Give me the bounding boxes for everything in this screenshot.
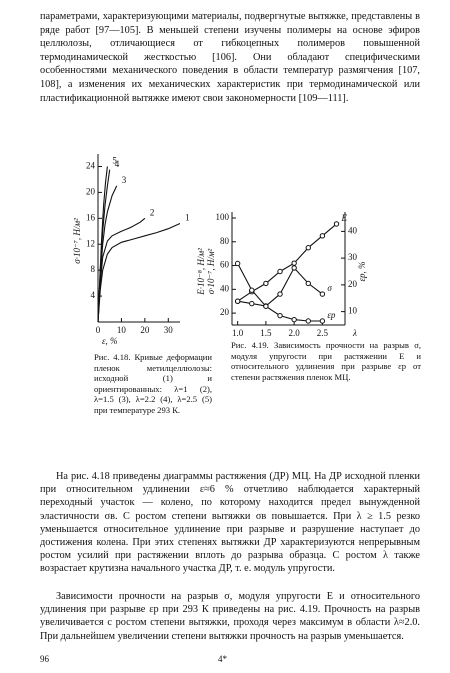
data-point [319, 291, 326, 297]
y-tick-label: 100 [216, 212, 230, 222]
y-tick-label: 60 [220, 260, 230, 270]
curve-label: 5 [112, 156, 117, 166]
data-point [234, 260, 241, 267]
y-tick-label: 24 [86, 161, 96, 171]
data-point [263, 280, 269, 287]
y2-tick-label: 10 [348, 306, 358, 316]
data-point [277, 312, 283, 319]
body-paragraph: На рис. 4.18 приведены диаграммы растяже… [40, 471, 420, 575]
data-point [291, 265, 297, 271]
y-tick-label: 8 [91, 264, 96, 274]
data-point [319, 233, 326, 239]
body-paragraph: Зависимости прочности на разрыв σ, модул… [40, 591, 420, 642]
y-tick-label: 20 [86, 186, 96, 196]
y-tick-label: 16 [86, 212, 96, 222]
y2-tick-label: 30 [348, 252, 358, 262]
curve [97, 166, 108, 323]
figure-caption: Рис. 4.19. Зависимость прочности на разр… [231, 340, 421, 382]
data-point [291, 260, 297, 266]
y2-tick-label: 20 [348, 279, 358, 289]
x-tick-label: 0 [96, 325, 101, 335]
x-tick-label: 1.5 [260, 328, 272, 338]
curve-label: 4 [115, 159, 120, 169]
data-point [249, 300, 255, 307]
curve-label: 3 [122, 175, 127, 185]
curve-label: 1 [185, 213, 190, 223]
page-number: 96 [40, 654, 49, 664]
data-point [263, 303, 269, 309]
data-point [277, 268, 283, 275]
x-tick-label: 20 [140, 325, 150, 335]
x-tick-label: 30 [164, 325, 174, 335]
curve-label: σ [327, 283, 332, 293]
curve [97, 222, 181, 323]
y-tick-label: 20 [220, 307, 230, 317]
signature-mark: 4* [218, 654, 227, 664]
data-point [234, 298, 241, 304]
curve-label: 2 [150, 207, 155, 217]
y-axis-label: E·10⁻⁸, Н/м² [196, 248, 206, 296]
x-tick-label: 2.0 [289, 328, 301, 338]
data-point [291, 316, 297, 323]
data-point [305, 280, 311, 287]
y2-tick-label: 40 [348, 225, 358, 235]
data-point [277, 291, 283, 297]
x-tick-label: 10 [117, 325, 127, 335]
y-tick-label: 12 [86, 238, 95, 248]
data-point [305, 318, 311, 324]
y-tick-label: 80 [220, 236, 230, 246]
curve [97, 217, 146, 323]
x-tick-label: 1.0 [232, 328, 244, 338]
data-point [319, 318, 326, 324]
data-point [333, 221, 340, 227]
y-tick-label: 4 [91, 290, 96, 300]
data-point [249, 287, 255, 293]
y2-axis-label: εр, % [357, 261, 367, 281]
curve-label: εр [327, 310, 336, 320]
y-tick-label: 40 [220, 283, 230, 293]
y-axis-label: σ·10⁻⁷, Н/м² [72, 218, 82, 264]
intro-paragraph: параметрами, характеризующими материалы,… [40, 11, 420, 104]
x-tick-label: 2.5 [317, 328, 329, 338]
figure-caption: Рис. 4.18. Кривые деформации пленок мети… [94, 352, 212, 415]
curve-label: E [341, 213, 348, 223]
y-axis-label: σ·10⁻⁷, Н/м² [206, 248, 216, 294]
x-axis-label: ε, % [102, 336, 118, 346]
x-axis-label: λ [352, 328, 357, 338]
data-point [305, 245, 311, 251]
